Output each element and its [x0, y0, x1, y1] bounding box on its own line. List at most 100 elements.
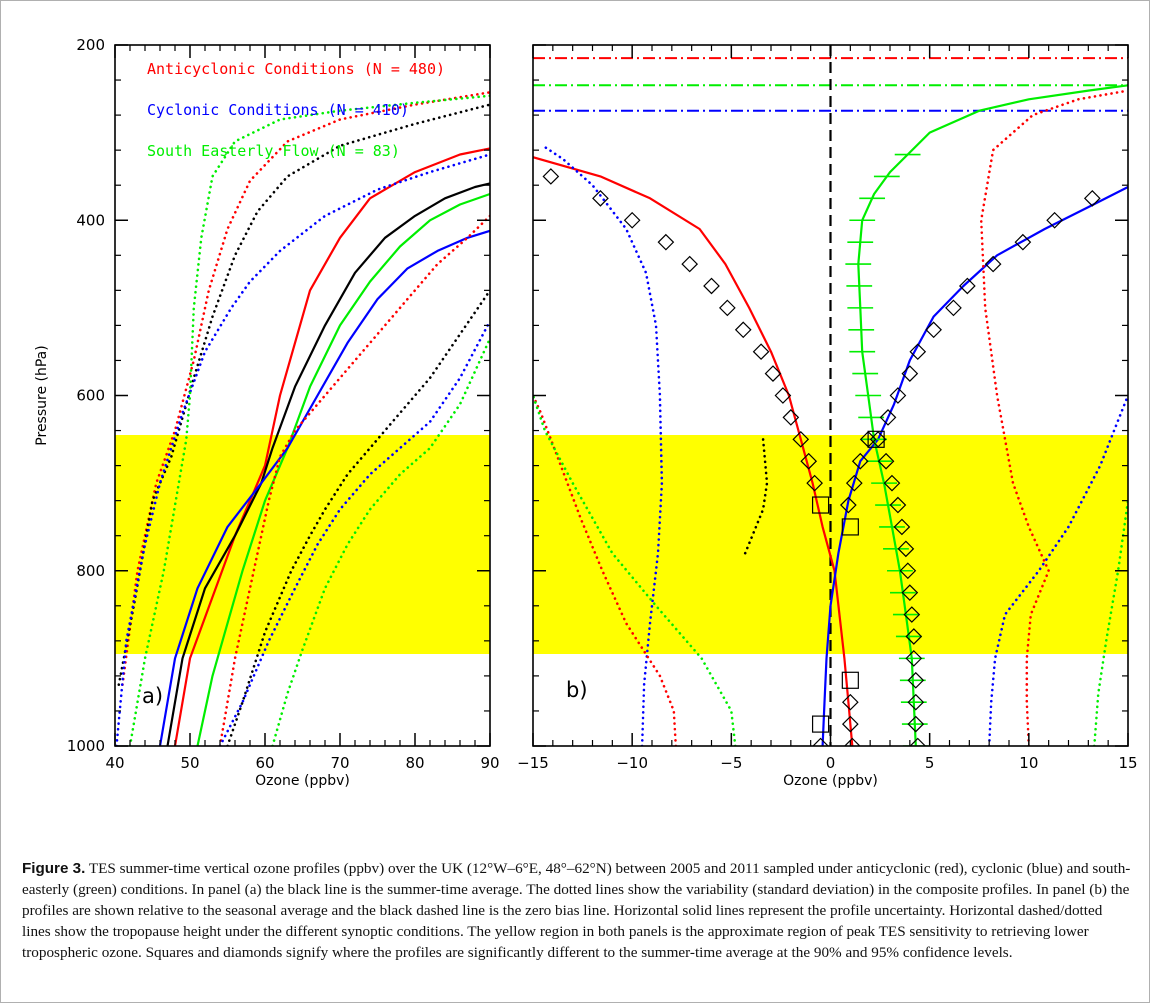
x-tick-label-a: 50 [180, 754, 199, 772]
legend-anticyclonic: Anticyclonic Conditions (N = 480) [147, 60, 445, 78]
diamond-marker-1-8 [909, 343, 927, 361]
square-marker-1-0 [811, 715, 830, 733]
panel-label-a: a) [142, 684, 163, 708]
diamond-marker-2-2 [907, 693, 925, 711]
caption-label: Figure 3. [22, 860, 86, 877]
square-marker-0-0 [811, 496, 830, 514]
diamond-marker-1-9 [925, 321, 942, 339]
diamond-marker-0-5 [623, 211, 641, 229]
y-axis-title: Pressure (hPa) [34, 345, 50, 445]
series-line-b-3 [541, 144, 664, 746]
diamond-marker-0-6 [657, 233, 675, 251]
series-line-a-5 [117, 103, 490, 687]
diamond-marker-1-3 [851, 452, 869, 470]
diamond-marker-0-17 [806, 474, 823, 492]
panel-label-b: b) [566, 678, 588, 702]
diamond-marker-2-9 [897, 540, 915, 558]
x-tick-label-b: −10 [616, 754, 648, 772]
diamond-marker-2-7 [901, 584, 919, 602]
series-line-a-2 [196, 192, 490, 746]
diamond-marker-1-5 [879, 409, 897, 426]
series-line-a-3 [158, 229, 490, 746]
panel-a: 40 50 60 70 80 90 200 400 600 800 1000 a) Ozone (p… [34, 36, 500, 789]
square-marker-0-1 [841, 671, 859, 689]
diamond-marker-0-4 [592, 189, 609, 207]
series-line-b-1 [821, 185, 1128, 746]
legend-south-easterly: South Easterly Flow (N = 83) [147, 142, 400, 160]
x-tick-label-b: 5 [925, 754, 935, 772]
diamond-marker-2-0 [909, 737, 927, 746]
panel-b: −15 −10 −5 0 5 10 15 b) Ozone (ppbv) [517, 44, 1138, 789]
x-tick-label-a: 40 [105, 754, 124, 772]
diamond-marker-2-8 [899, 562, 917, 580]
x-tick-label-b: −5 [720, 754, 742, 772]
diamond-marker-0-15 [792, 430, 810, 448]
y-tick-label: 1000 [67, 737, 105, 755]
diamond-marker-0-8 [703, 277, 720, 295]
x-axis-title-a: Ozone (ppbv) [255, 773, 350, 789]
y-tick-label: 400 [76, 211, 105, 229]
diamond-marker-2-13 [877, 452, 895, 470]
legend-cyclonic: Cyclonic Conditions (N = 410) [147, 101, 409, 119]
x-tick-label-b: 0 [826, 754, 836, 772]
x-tick-label-b: 15 [1118, 754, 1137, 772]
diamond-marker-2-12 [883, 474, 901, 492]
series-line-a-10 [218, 319, 490, 746]
diamond-marker-2-1 [907, 715, 925, 733]
x-tick-label-a: 60 [255, 754, 274, 772]
diamond-marker-1-2 [845, 474, 863, 492]
diamond-marker-2-3 [907, 671, 925, 689]
series-line-a-11 [271, 337, 490, 746]
x-tick-label-a: 90 [480, 754, 499, 772]
diamond-marker-1-7 [901, 365, 919, 382]
x-tick-label-a: 80 [405, 754, 424, 772]
diamond-marker-0-11 [752, 343, 770, 361]
diamond-marker-2-10 [893, 518, 911, 536]
diamond-marker-2-5 [905, 628, 923, 645]
diamond-marker-2-6 [903, 606, 921, 623]
series-line-a-8 [218, 214, 490, 746]
diamond-marker-0-13 [774, 387, 792, 404]
x-tick-label-b: 10 [1019, 754, 1038, 772]
x-tick-label-a: 70 [330, 754, 349, 772]
y-tick-label: 200 [76, 36, 105, 54]
diamond-marker-0-16 [800, 452, 818, 470]
figure-caption: Figure 3. TES summer-time vertical ozone… [22, 858, 1132, 963]
series-line-a-9 [226, 289, 490, 746]
diamond-marker-0-9 [719, 299, 736, 317]
diamond-marker-0-1 [841, 715, 859, 733]
diamond-marker-0-0 [843, 737, 861, 746]
y-tick-label: 800 [76, 562, 105, 580]
series-line-b-4 [743, 437, 769, 555]
diamond-marker-1-10 [945, 299, 962, 317]
diamond-marker-0-3 [542, 168, 560, 185]
series-line-b-6 [533, 394, 737, 746]
diamond-marker-0-10 [734, 321, 752, 339]
series-line-b-8 [979, 89, 1128, 746]
y-tick-label: 600 [76, 387, 105, 405]
square-marker-1-2 [867, 430, 885, 448]
series-line-b-9 [1093, 499, 1128, 746]
diamond-marker-2-11 [889, 496, 907, 514]
x-tick-label-b: −15 [517, 754, 549, 772]
diamond-marker-1-11 [959, 277, 976, 295]
diamond-marker-1-0 [812, 737, 829, 746]
sensitivity-band-a [115, 435, 490, 654]
diamond-marker-0-7 [681, 255, 699, 273]
series-line-b-7 [987, 394, 1128, 746]
series-line-a-0 [173, 147, 490, 746]
caption-text: TES summer-time vertical ozone profiles … [22, 860, 1131, 961]
diamond-marker-1-12 [984, 255, 1002, 273]
series-line-b-0 [533, 156, 854, 746]
diamond-marker-0-14 [782, 409, 800, 426]
diamond-marker-1-15 [1083, 189, 1101, 207]
square-marker-1-1 [841, 518, 859, 536]
diamond-marker-2-4 [905, 650, 923, 667]
series-line-a-1 [166, 182, 490, 746]
diamond-marker-0-12 [764, 365, 782, 382]
diamond-marker-1-6 [889, 387, 907, 404]
x-axis-title-b: Ozone (ppbv) [783, 773, 878, 789]
diamond-marker-1-13 [1014, 233, 1032, 251]
